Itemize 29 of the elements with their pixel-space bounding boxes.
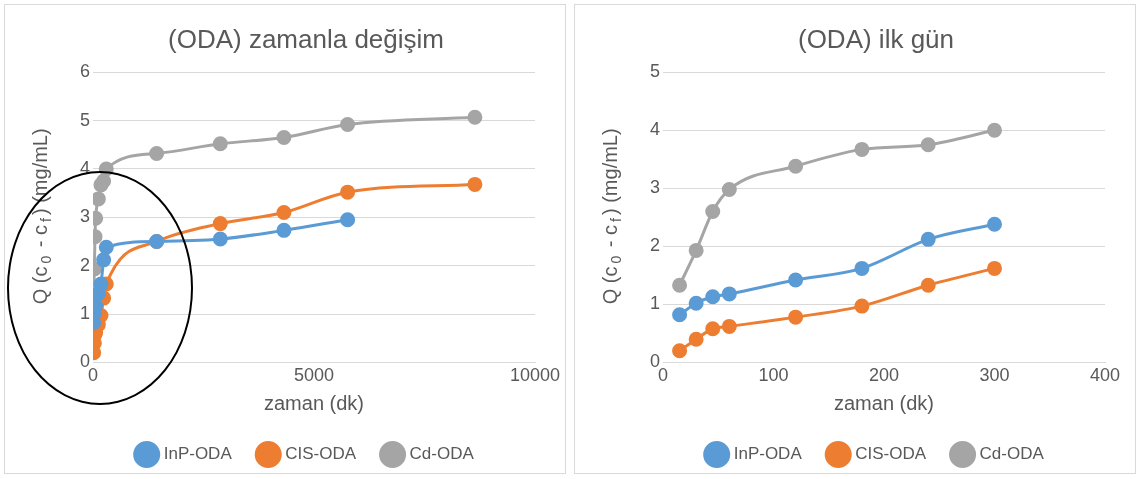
y-tick-label: 1 [80,303,91,323]
y-tick-label: 4 [650,119,661,140]
legend-label: CIS-ODA [855,444,927,464]
x-tick-label: 400 [1089,365,1121,386]
x-tick-label: 200 [868,365,900,386]
chart-title: (ODA) ilk gün [797,23,955,54]
y-tick-label: 6 [80,61,91,82]
legend-label: InP-ODA [163,444,233,464]
y-tick-label: 3 [80,206,91,227]
y-tick-label: 4 [80,157,91,178]
x-tick-label: 5000 [293,365,335,386]
x-axis-title: zaman (dk) [833,391,935,414]
y-tick-label: 1 [650,293,661,314]
legend-label: Cd-ODA [409,444,475,464]
y-tick-label: 2 [80,254,91,275]
y-tick-label: 2 [650,235,661,256]
y-axis-title: Q (c0 - cf) (mg/mL) [28,128,54,305]
y-tick-label: 5 [80,109,91,130]
y-axis-title: Q (c0 - cf) (mg/mL) [598,128,624,305]
y-tick-label: 5 [650,61,661,82]
x-tick-label: 300 [979,365,1010,386]
legend-label: CIS-ODA [285,444,357,464]
legend-label: InP-ODA [733,444,803,464]
x-tick-label: 10000 [509,365,561,386]
y-tick-label: 3 [650,177,661,198]
legend-label: Cd-ODA [979,444,1045,464]
x-tick-label: 100 [758,365,789,386]
x-axis-title: zaman (dk) [263,391,365,414]
chart-title: (ODA) zamanla değişim [168,23,444,54]
